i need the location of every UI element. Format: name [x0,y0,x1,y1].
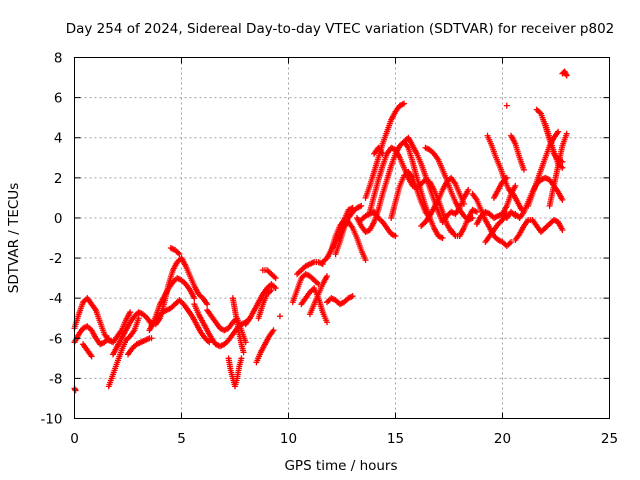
x-axis-ticks: 0 5 10 15 20 25 [70,57,618,447]
data-point [503,102,510,109]
data-point [401,100,408,107]
y-tick-label: 2 [54,171,63,187]
data-point [176,251,183,258]
data-point [559,196,566,203]
data-point [399,101,406,108]
data-point [379,150,386,157]
data-point [272,285,279,292]
data-point [148,335,155,342]
y-tick-label: -8 [49,371,62,387]
data-point [473,208,480,215]
y-axis-label: SDTVAR / TECUs [6,183,22,293]
data-point [324,319,331,326]
data-point [563,72,570,79]
data-point [543,175,550,182]
data-point [349,293,356,300]
data-point [276,313,283,320]
data-point [362,257,369,264]
y-tick-label: -4 [49,291,62,307]
y-tick-label: 0 [54,211,63,227]
data-point [272,275,279,282]
data-point [191,295,198,302]
data-point [358,202,365,209]
data-point [238,355,245,362]
data-point [520,166,527,173]
x-axis-label: GPS time / hours [284,458,397,474]
data-points [71,68,570,394]
data-point [206,339,213,346]
data-point [512,182,519,189]
data-point [559,226,566,233]
data-point [563,130,570,137]
data-point [392,232,399,239]
x-tick-label: 25 [601,431,618,447]
data-point [391,232,398,239]
y-tick-label: 4 [54,131,63,147]
x-tick-label: 5 [177,431,186,447]
data-point [240,349,247,356]
data-point [562,71,569,78]
data-point [439,235,446,241]
data-point [135,315,142,322]
plot-frame [74,57,610,419]
y-tick-label: -6 [49,331,62,347]
data-point [555,128,562,135]
data-point [438,234,445,241]
x-tick-label: 20 [494,431,511,447]
chart-title: Day 254 of 2024, Sidereal Day-to-day VTE… [66,21,615,37]
x-tick-label: 0 [70,431,79,447]
data-point [508,239,515,246]
data-point [349,204,356,211]
y-tick-label: -10 [40,412,62,428]
y-tick-label: 8 [54,51,63,67]
data-point [88,353,95,360]
data-point [503,174,510,181]
data-point [105,335,112,342]
data-point [268,287,275,294]
y-tick-label: 6 [54,91,63,107]
x-tick-label: 15 [387,431,404,447]
data-point [465,186,472,193]
data-point [204,301,211,308]
data-point [222,326,229,333]
data-point [270,327,277,334]
data-point [127,309,134,316]
data-point [72,387,79,394]
data-point [324,273,331,280]
y-tick-label: -2 [49,251,62,267]
y-axis-ticks: -10 -8 -6 -4 -2 0 2 4 6 8 [40,51,610,428]
x-tick-label: 10 [280,431,297,447]
